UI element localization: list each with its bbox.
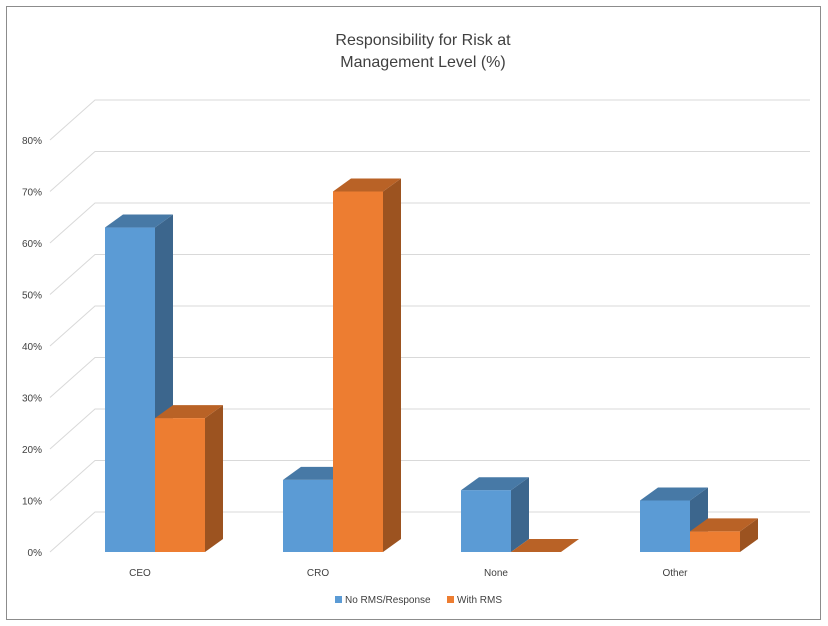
bars	[105, 178, 758, 553]
gridline	[49, 305, 810, 347]
bar-top	[690, 518, 758, 532]
legend-label: With RMS	[457, 595, 502, 606]
y-tick-label: 30%	[22, 394, 42, 405]
bar-side	[740, 518, 758, 552]
y-tick-label: 10%	[22, 497, 42, 508]
chart-title-line-1: Responsibility for Risk at	[335, 32, 511, 49]
gridlines	[49, 99, 810, 553]
category-label: CRO	[307, 568, 329, 579]
y-tick-label: 70%	[22, 188, 42, 199]
gridline	[49, 511, 810, 553]
bar-front	[283, 479, 333, 552]
gridline	[49, 99, 810, 141]
bar-front	[333, 191, 383, 552]
legend-label: No RMS/Response	[345, 595, 431, 606]
y-tick-label: 60%	[22, 239, 42, 250]
category-label: None	[484, 568, 508, 579]
bar-other-with-rms	[690, 518, 758, 552]
bar-side	[383, 178, 401, 552]
bar-other-no-rms	[640, 487, 708, 552]
gridline	[49, 357, 810, 398]
bar-top	[155, 405, 223, 419]
bar-top	[333, 178, 401, 192]
bar-top	[105, 214, 173, 228]
bar-ceo-with-rms	[155, 405, 223, 552]
bar-none-no-rms	[461, 477, 529, 552]
legend: No RMS/Response With RMS	[335, 595, 502, 606]
category-label: CEO	[129, 568, 151, 579]
bar-cro-with-rms	[333, 178, 401, 552]
y-tick-label: 40%	[22, 342, 42, 353]
chart-title-line-2: Management Level (%)	[340, 54, 505, 71]
bar-top	[640, 487, 708, 501]
bar-side	[205, 405, 223, 552]
bar-top	[511, 539, 579, 552]
bar-front	[461, 490, 511, 552]
y-axis-ticks: 0% 10% 20% 30% 40% 50% 60% 70% 80%	[22, 136, 42, 559]
bar-top	[461, 477, 529, 491]
x-axis-categories: CEO CRO None Other	[129, 568, 688, 579]
bar-front	[640, 500, 690, 552]
gridline	[49, 151, 810, 192]
legend-swatch	[335, 596, 342, 603]
bar-side	[511, 477, 529, 552]
gridline	[49, 254, 810, 295]
bar-front	[155, 418, 205, 552]
gridline	[49, 202, 810, 244]
bar-front	[105, 227, 155, 553]
bar-front	[690, 531, 740, 552]
y-tick-label: 20%	[22, 445, 42, 456]
gridline	[49, 460, 810, 501]
y-tick-label: 50%	[22, 291, 42, 302]
category-label: Other	[662, 568, 688, 579]
y-tick-label: 80%	[22, 136, 42, 147]
y-tick-label: 0%	[28, 548, 43, 559]
gridline	[49, 408, 810, 450]
bar-none-with-rms	[511, 539, 579, 552]
legend-swatch	[447, 596, 454, 603]
